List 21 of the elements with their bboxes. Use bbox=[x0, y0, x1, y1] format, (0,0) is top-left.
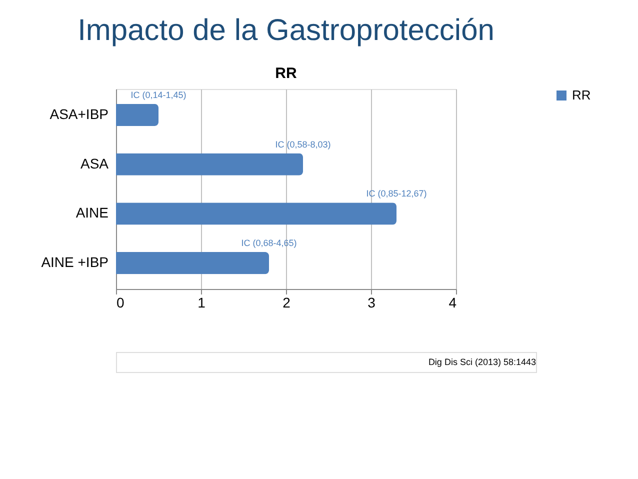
x-tick-label: 1 bbox=[198, 294, 206, 310]
x-tick-label: 4 bbox=[448, 294, 457, 310]
y-tick-label: ASA bbox=[80, 155, 110, 172]
annotation: IC (0,14-1,45) bbox=[130, 90, 186, 100]
bar bbox=[116, 104, 158, 126]
text: Dig Dis Sci (2013) 58:1443 bbox=[428, 357, 536, 367]
y-tick-label: AINE bbox=[76, 204, 108, 221]
x-tick-label: 0 bbox=[116, 294, 124, 310]
chart-subtitle: RR bbox=[275, 65, 297, 82]
y-tick-label: ASA+IBP bbox=[50, 106, 108, 122]
annotation: IC (0,68-4,65) bbox=[241, 238, 297, 248]
annotation: IC (0,58-8,03) bbox=[275, 139, 331, 150]
annotation: IC (0,85-12,67) bbox=[366, 188, 427, 199]
y-tick-label: AINE +IBP bbox=[41, 254, 108, 270]
x-tick-label: 3 bbox=[368, 294, 376, 310]
bar bbox=[116, 202, 396, 225]
bar bbox=[116, 153, 303, 176]
bar bbox=[116, 252, 269, 274]
chart-title: Impacto de la Gastroprotección bbox=[78, 14, 494, 47]
x-tick-label: 2 bbox=[282, 294, 291, 310]
legend-label: RR bbox=[572, 88, 591, 102]
